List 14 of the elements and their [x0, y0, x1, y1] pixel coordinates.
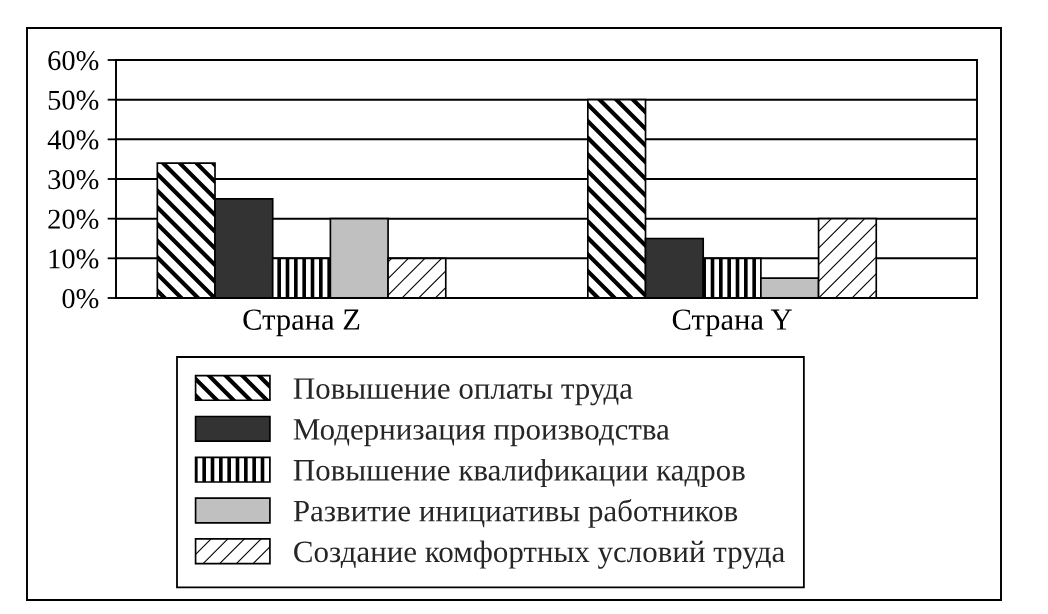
y-tick-label: 20% [48, 209, 99, 229]
y-tick-label: 60% [48, 50, 99, 71]
y-tick-label: 10% [49, 249, 99, 269]
y-tick-label: 30% [48, 169, 99, 190]
legend-label: Повышение оплаты труда [293, 378, 633, 406]
legend-label: Развитие инициативы работников [293, 499, 738, 528]
x-tick-label: Страна Z [243, 309, 360, 337]
legend-label: Создание комфортных условий труда [294, 540, 785, 569]
y-tick-label: 40% [47, 130, 99, 150]
y-tick-label: 50% [48, 90, 99, 110]
x-tick-label: Страна Y [672, 309, 792, 337]
legend-label: Модернизация производства [293, 419, 670, 447]
legend-label: Повышение квалификации кадров [293, 458, 745, 487]
y-tick-label: 0% [62, 288, 99, 309]
